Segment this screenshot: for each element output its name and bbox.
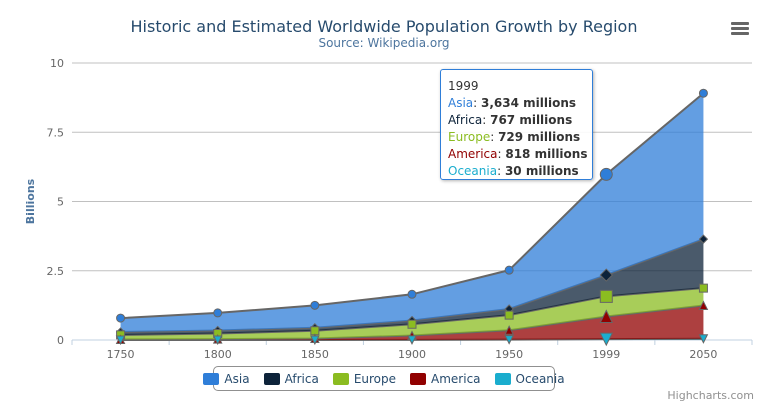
data-point-europe: [504, 310, 514, 320]
data-point-africa: [698, 234, 709, 244]
y-tick-label: 10: [50, 57, 64, 70]
tooltip-row: Asia: 3,634 millions: [448, 96, 577, 110]
legend-label: Oceania: [515, 371, 565, 386]
data-point-oceania: [599, 332, 614, 347]
x-tick-label: 1900: [398, 348, 426, 361]
legend-item-america[interactable]: America: [410, 372, 481, 386]
y-tick-label: 5: [57, 196, 64, 209]
legend-item-europe[interactable]: Europe: [332, 371, 397, 386]
legend: Asia Africa Europe America Oceania: [203, 366, 565, 391]
data-point-america: [599, 309, 614, 324]
legend-label: Europe: [353, 371, 397, 386]
legend-swatch: [494, 372, 511, 385]
y-tick-label: 0: [57, 334, 64, 347]
legend-label: America: [431, 371, 481, 386]
x-tick-label: 1750: [107, 348, 135, 361]
chart-subtitle: Source: Wikipedia.org: [318, 36, 449, 50]
area-america: [120, 305, 704, 340]
data-point-oceania: [407, 335, 417, 345]
data-point-asia: [116, 313, 126, 323]
tooltip-row: Africa: 767 millions: [448, 113, 573, 127]
tooltip-row: Europe: 729 millions: [448, 130, 581, 144]
tooltip-value: 3,634 millions: [481, 96, 577, 110]
tooltip-series-name: Africa: [448, 113, 483, 127]
data-point-oceania: [212, 335, 223, 346]
tooltip-value: 30 millions: [504, 164, 579, 178]
tooltip-series-name: Europe: [448, 130, 491, 144]
data-point-asia: [310, 300, 320, 310]
data-point-oceania: [115, 335, 126, 346]
data-point-africa: [599, 268, 613, 282]
data-point-america: [504, 325, 514, 335]
tooltip-series-name: America: [448, 147, 498, 161]
x-tick-label: 1850: [301, 348, 329, 361]
credit-link[interactable]: Highcharts.com: [667, 389, 754, 402]
legend-item-oceania[interactable]: Oceania: [494, 371, 565, 386]
legend-swatch: [263, 372, 280, 385]
data-point-europe: [698, 283, 708, 293]
legend-swatch: [203, 372, 220, 385]
data-point-europe: [599, 289, 613, 303]
data-point-america: [698, 300, 709, 310]
tooltip: 1999 Asia: 3,634 millions Africa: 767 mil…: [440, 69, 593, 180]
data-point-asia: [599, 167, 613, 181]
data-point-oceania: [310, 335, 320, 346]
data-point-oceania: [698, 334, 709, 344]
x-tick-label: 1800: [204, 348, 232, 361]
data-point-asia: [213, 308, 223, 318]
legend-item-asia[interactable]: Asia: [203, 371, 250, 386]
tooltip-header: 1999: [448, 79, 479, 93]
y-tick-label: 7.5: [47, 126, 65, 139]
data-point-europe: [407, 319, 417, 329]
data-point-europe: [310, 326, 320, 336]
tooltip-series-name: Oceania: [448, 164, 498, 178]
legend-label: Africa: [284, 371, 319, 386]
data-point-asia: [698, 88, 708, 98]
data-point-oceania: [504, 335, 514, 345]
tooltip-series-name: Asia: [448, 96, 474, 110]
legend-swatch: [410, 372, 427, 385]
tooltip-value: 767 millions: [490, 113, 573, 127]
x-tick-label: 2050: [689, 348, 717, 361]
data-point-asia: [407, 289, 417, 299]
tooltip-value: 818 millions: [505, 147, 588, 161]
tooltip-row: Oceania: 30 millions: [448, 164, 579, 178]
x-tick-label: 1950: [495, 348, 523, 361]
tooltip-value: 729 millions: [498, 130, 581, 144]
x-tick-label: 1999: [592, 348, 620, 361]
chart-title: Historic and Estimated Worldwide Populat…: [131, 17, 638, 36]
tooltip-row: America: 818 millions: [448, 147, 588, 161]
legend-swatch: [332, 372, 349, 385]
legend-item-africa[interactable]: Africa: [263, 371, 319, 386]
y-tick-label: 2.5: [47, 265, 65, 278]
data-point-asia: [504, 265, 514, 275]
area-africa: [120, 239, 704, 335]
y-axis-title: Billions: [24, 178, 37, 224]
legend-label: Asia: [224, 371, 250, 386]
hamburger-menu-icon[interactable]: [731, 22, 749, 38]
area-asia: [120, 93, 704, 332]
